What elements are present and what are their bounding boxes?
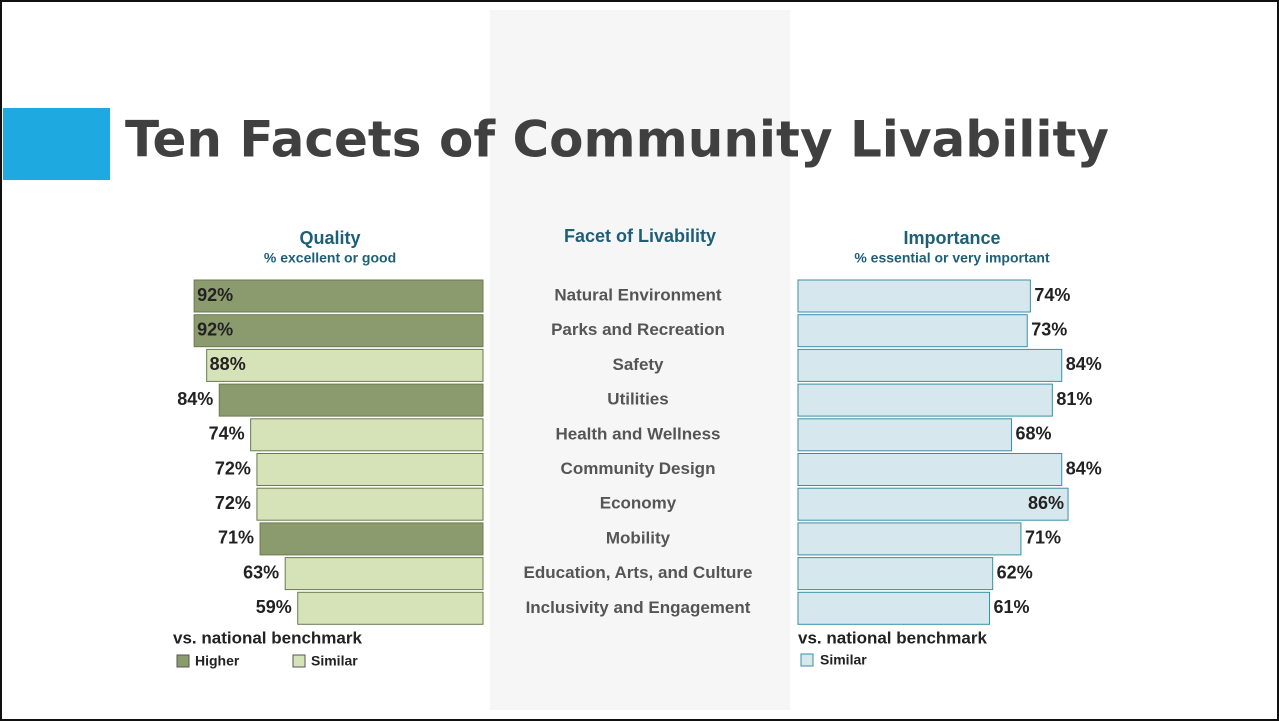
importance-bar <box>797 557 994 591</box>
importance-bar <box>797 522 1022 556</box>
legend-title: vs. national benchmark <box>798 628 987 647</box>
importance-label: 73% <box>1031 319 1067 339</box>
quality-bar <box>206 348 484 382</box>
legend-label: Higher <box>195 653 240 669</box>
facet-label: Education, Arts, and Culture <box>524 563 753 582</box>
quality-bar <box>256 453 484 486</box>
quality-label: 92% <box>197 319 233 339</box>
importance-bar <box>797 591 991 625</box>
importance-subtitle: % essential or very important <box>854 250 1050 266</box>
quality-label: 72% <box>215 493 251 513</box>
facet-label: Natural Environment <box>554 285 722 304</box>
importance-bar <box>797 314 1028 348</box>
quality-bar <box>218 383 484 417</box>
quality-label: 84% <box>177 389 213 409</box>
importance-bar <box>797 487 1069 521</box>
importance-label: 84% <box>1066 458 1102 478</box>
slide-title: Ten Facets of Community Livability <box>125 111 1109 169</box>
facet-label: Inclusivity and Engagement <box>526 598 751 617</box>
importance-bar <box>797 418 1013 452</box>
importance-bar <box>797 453 1063 486</box>
importance-title: Importance <box>903 228 1000 248</box>
quality-label: 59% <box>256 597 292 617</box>
legend-swatch <box>800 653 814 667</box>
center-band <box>490 10 790 710</box>
importance-bar <box>797 279 1031 313</box>
quality-bar <box>284 557 484 591</box>
quality-label: 71% <box>218 528 254 548</box>
quality-bar <box>256 487 484 521</box>
importance-label: 68% <box>1016 424 1052 444</box>
legend-swatch <box>176 654 190 668</box>
quality-label: 63% <box>243 562 279 582</box>
facet-label: Health and Wellness <box>555 424 720 443</box>
quality-label: 72% <box>215 458 251 478</box>
importance-bar <box>797 348 1063 382</box>
importance-label: 74% <box>1034 285 1070 305</box>
facet-label: Mobility <box>606 528 671 547</box>
facet-label: Community Design <box>561 459 716 478</box>
facet-label: Economy <box>600 494 677 513</box>
facet-label: Utilities <box>607 390 668 409</box>
quality-bar <box>250 418 484 452</box>
facet-label: Parks and Recreation <box>551 320 725 339</box>
quality-bar <box>259 522 484 556</box>
legend-label: Similar <box>311 653 358 669</box>
quality-label: 88% <box>210 354 246 374</box>
accent-block <box>3 108 110 180</box>
importance-label: 61% <box>994 597 1030 617</box>
quality-bar <box>193 279 484 313</box>
quality-subtitle: % excellent or good <box>264 250 396 266</box>
quality-label: 92% <box>197 285 233 305</box>
quality-label: 74% <box>209 424 245 444</box>
quality-title: Quality <box>299 228 360 248</box>
importance-label: 86% <box>1028 493 1064 513</box>
facet-header: Facet of Livability <box>563 226 717 246</box>
importance-label: 71% <box>1025 528 1061 548</box>
facet-label: Safety <box>612 355 664 374</box>
importance-bar <box>797 383 1053 417</box>
facet-header-box: Facet of Livability <box>563 226 717 246</box>
importance-label: 81% <box>1056 389 1092 409</box>
legend-label: Similar <box>820 652 867 668</box>
legend-swatch <box>292 654 306 668</box>
importance-label: 62% <box>997 562 1033 582</box>
quality-bar <box>297 591 484 625</box>
legend-title: vs. national benchmark <box>173 628 362 647</box>
importance-label: 84% <box>1066 354 1102 374</box>
quality-bar <box>193 314 484 348</box>
